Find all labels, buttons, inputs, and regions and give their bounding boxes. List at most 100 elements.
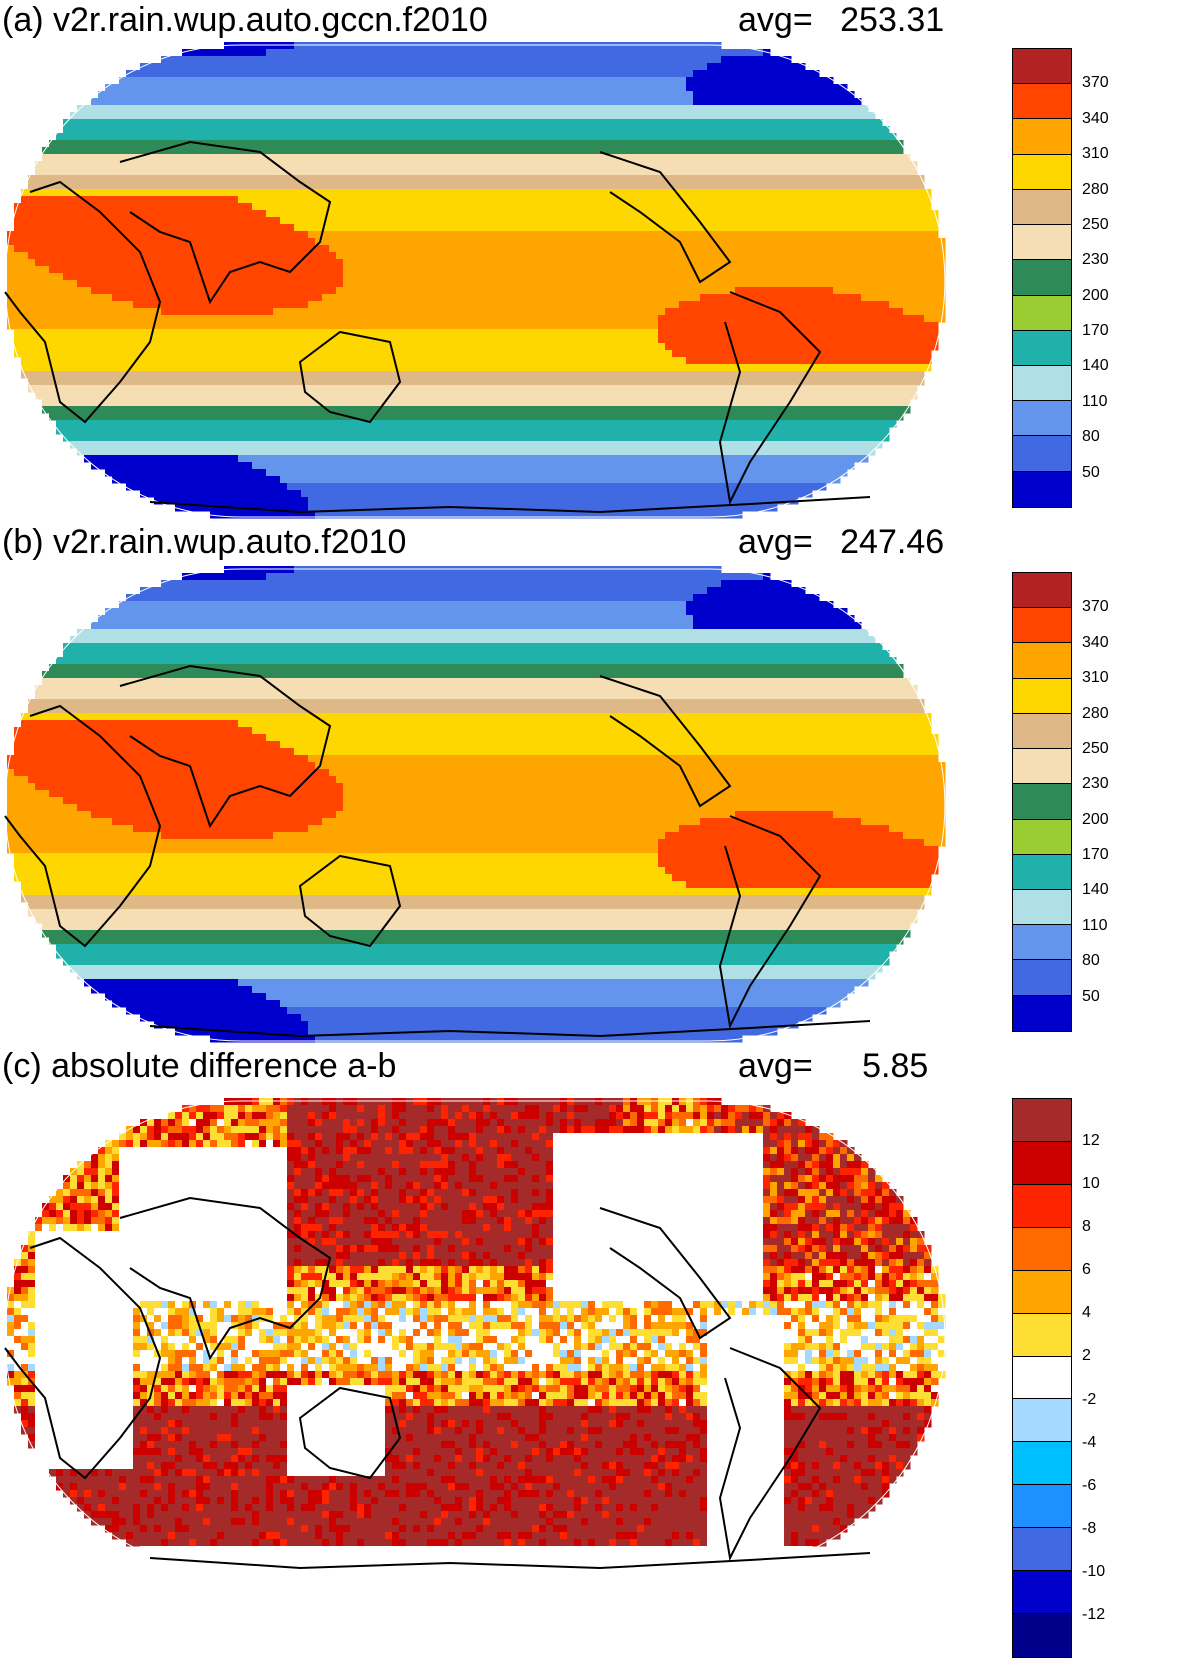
colorbar-swatch: [1013, 960, 1071, 996]
colorbar-tick-label: 370: [1082, 75, 1109, 91]
colorbar-swatch: [1013, 295, 1071, 331]
colorbar-tick-label: 230: [1082, 252, 1109, 268]
colorbar-swatch: [1013, 330, 1071, 366]
panel-b: (b) v2r.rain.wup.auto.f2010 avg= 247.46 …: [0, 522, 1188, 1043]
colorbar-tick-label: 250: [1082, 740, 1109, 757]
panel-average: avg= 247.46: [738, 522, 944, 562]
colorbar-swatch: [1013, 749, 1071, 785]
avg-label: avg=: [738, 522, 813, 562]
colorbar-swatch: [1013, 1099, 1071, 1142]
avg-label: avg=: [738, 0, 813, 40]
coastline: [718, 1347, 822, 1562]
colorbar-tick-label: 110: [1082, 393, 1108, 410]
colorbar-tick-label: 80: [1082, 429, 1100, 445]
colorbar-tick-label: 310: [1082, 146, 1109, 162]
colorbar-tick-label: 8: [1082, 1219, 1091, 1235]
colorbar-swatch: [1013, 260, 1071, 296]
colorbar-tick-label: -4: [1082, 1434, 1096, 1451]
colorbar-swatch: [1013, 401, 1071, 437]
panel-average: avg= 253.31: [738, 0, 944, 40]
coastline: [599, 151, 732, 284]
colorbar-swatch: [1013, 225, 1071, 261]
map-outline: [4, 44, 946, 518]
colorbar-tick-label: 12: [1082, 1133, 1100, 1149]
colorbar-tick-label: 340: [1082, 634, 1109, 651]
panel-average: avg= 5.85: [738, 1046, 928, 1086]
colorbar-swatch: [1013, 49, 1071, 85]
colorbar-swatch: [1013, 925, 1071, 961]
colorbar-swatch: [1013, 713, 1071, 750]
coastline: [4, 704, 162, 948]
avg-value: 253.31: [840, 0, 944, 40]
colorbar-tick-label: 2: [1082, 1348, 1091, 1364]
colorbar-tick-label: 200: [1082, 287, 1109, 304]
colorbar-tick-label: 280: [1082, 181, 1109, 198]
colorbar-swatch: [1013, 1141, 1071, 1185]
colorbar-tick-label: 340: [1082, 110, 1109, 127]
coastline: [119, 140, 332, 305]
colorbar-swatch: [1013, 573, 1071, 609]
colorbar-tick-label: 110: [1082, 917, 1108, 934]
map-outline: [4, 568, 946, 1042]
colorbar-swatch: [1013, 1184, 1071, 1228]
colorbar-tick-label: -12: [1082, 1606, 1105, 1623]
panel-a: (a) v2r.rain.wup.auto.gccn.f2010 avg= 25…: [0, 0, 1188, 520]
colorbar-tick-label: -6: [1082, 1477, 1096, 1494]
colorbar-swatch: [1013, 854, 1071, 890]
colorbar-swatch: [1013, 1528, 1071, 1572]
coastline: [119, 664, 332, 829]
colorbar-swatch: [1013, 643, 1071, 679]
colorbar-swatch: [1013, 608, 1071, 644]
coastline: [718, 815, 822, 1030]
colorbar-swatch: [1013, 678, 1071, 714]
colorbar-swatch: [1013, 365, 1071, 402]
map-outline: [4, 1100, 946, 1574]
map-field: [7, 566, 946, 1043]
colorbar-swatch: [1013, 1571, 1071, 1615]
colorbar-tick-label: 6: [1082, 1262, 1091, 1278]
colorbar-swatch: [1013, 1399, 1071, 1443]
colorbar-tick-label: 140: [1082, 358, 1109, 374]
panel-c: (c) absolute difference a-b avg= 5.85 12…: [0, 1046, 1188, 1666]
colorbar: [1012, 572, 1072, 1032]
colorbar: [1012, 48, 1072, 508]
colorbar-swatch: [1013, 154, 1071, 190]
colorbar-swatch: [1013, 1614, 1071, 1657]
colorbar-tick-label: 4: [1082, 1305, 1091, 1321]
coastline: [718, 291, 822, 506]
coastline: [4, 1236, 162, 1480]
colorbar-tick-label: 310: [1082, 670, 1109, 686]
coastline: [149, 496, 871, 514]
panel-title: (a) v2r.rain.wup.auto.gccn.f2010: [2, 0, 488, 40]
coastline: [149, 1020, 871, 1038]
colorbar-tick-label: 140: [1082, 882, 1109, 898]
world-map: [4, 566, 946, 1043]
colorbar-swatch: [1013, 995, 1071, 1031]
colorbar-tick-label: 80: [1082, 953, 1100, 969]
coastline: [149, 1552, 871, 1570]
colorbar-tick-label: -10: [1082, 1563, 1105, 1580]
colorbar-tick-label: -2: [1082, 1391, 1096, 1408]
colorbar-swatch: [1013, 119, 1071, 155]
map-field: [7, 1098, 946, 1575]
colorbar-tick-label: 10: [1082, 1176, 1100, 1192]
colorbar-swatch: [1013, 1270, 1071, 1314]
colorbar-swatch: [1013, 1227, 1071, 1271]
avg-value: 5.85: [862, 1046, 928, 1086]
colorbar-tick-label: -8: [1082, 1520, 1096, 1537]
panel-title: (c) absolute difference a-b: [2, 1046, 396, 1086]
coastline: [599, 1207, 732, 1340]
avg-label: avg=: [738, 1046, 813, 1086]
coastline: [298, 854, 402, 948]
colorbar-tick-label: 200: [1082, 811, 1109, 828]
panel-title: (b) v2r.rain.wup.auto.f2010: [2, 522, 406, 562]
colorbar-swatch: [1013, 1356, 1071, 1400]
colorbar-tick-label: 370: [1082, 599, 1109, 615]
colorbar-tick-label: 50: [1082, 464, 1100, 481]
colorbar-swatch: [1013, 471, 1071, 507]
colorbar-swatch: [1013, 1442, 1071, 1486]
world-map: [4, 1098, 946, 1575]
world-map: [4, 42, 946, 519]
colorbar-swatch: [1013, 84, 1071, 120]
colorbar: [1012, 1098, 1072, 1658]
